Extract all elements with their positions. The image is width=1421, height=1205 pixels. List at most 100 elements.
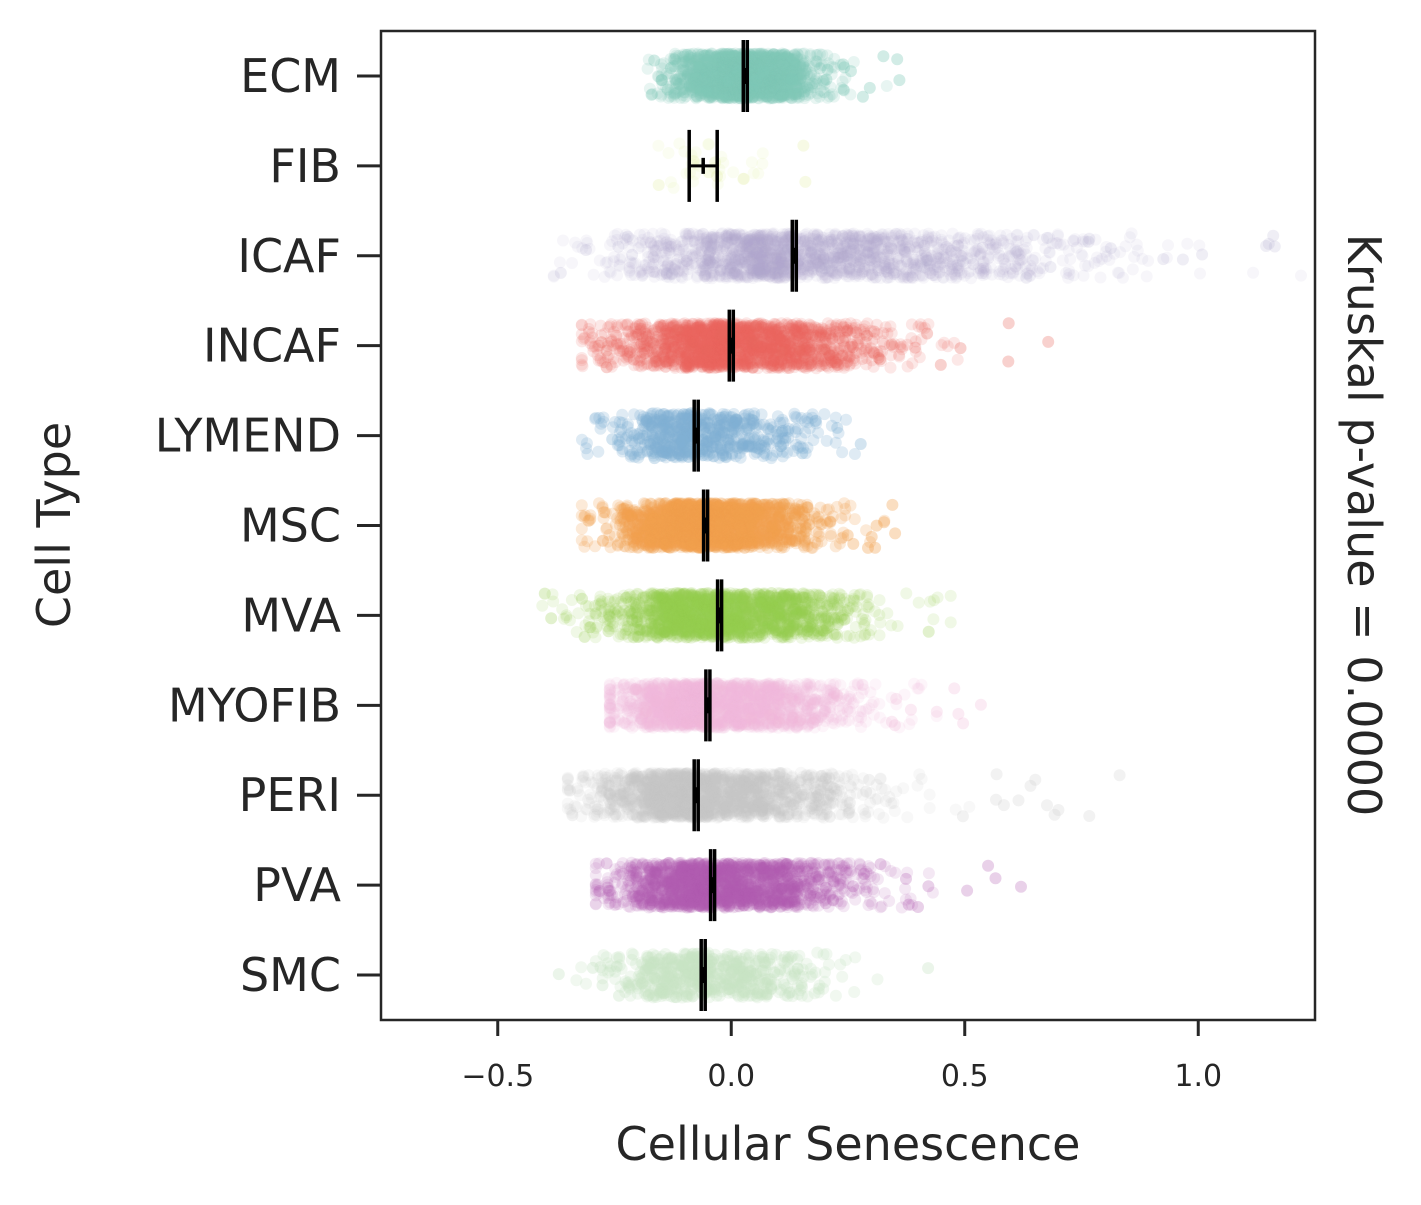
- data-point: [750, 51, 763, 64]
- data-point: [1194, 267, 1206, 280]
- data-point: [681, 68, 694, 81]
- data-point: [790, 88, 802, 100]
- data-point: [773, 55, 786, 68]
- data-point: [799, 81, 811, 94]
- data-point: [651, 70, 664, 83]
- data-point: [668, 91, 681, 104]
- data-point: [1295, 269, 1307, 282]
- data-point: [824, 81, 837, 94]
- data-point: [682, 53, 695, 66]
- outlier-point: [1082, 235, 1095, 248]
- data-point: [818, 78, 831, 90]
- data-point: [968, 246, 981, 259]
- data-point: [782, 69, 795, 82]
- data-point: [691, 77, 704, 90]
- data-point: [553, 256, 566, 269]
- outlier-point: [753, 267, 766, 280]
- data-point: [731, 92, 743, 105]
- data-point: [764, 91, 776, 104]
- data-point: [775, 88, 788, 100]
- data-point: [756, 54, 768, 67]
- data-point: [691, 64, 704, 77]
- data-point: [689, 90, 702, 103]
- data-point: [702, 76, 715, 89]
- data-point: [755, 55, 767, 68]
- data-point: [750, 54, 763, 67]
- data-point: [714, 56, 727, 69]
- data-point: [822, 235, 834, 248]
- data-point: [691, 63, 704, 76]
- data-point: [762, 51, 775, 64]
- data-point: [1247, 266, 1260, 279]
- data-point: [720, 79, 733, 91]
- data-point: [655, 74, 668, 87]
- data-point: [773, 91, 786, 104]
- outlier-point: [554, 266, 567, 279]
- data-point: [775, 49, 788, 62]
- data-point: [729, 74, 742, 87]
- data-point: [1060, 267, 1073, 279]
- data-point: [696, 71, 709, 84]
- data-point: [728, 75, 741, 88]
- data-point: [834, 58, 847, 71]
- data-point: [680, 228, 693, 240]
- strip-ecm: [641, 47, 906, 105]
- data-point: [761, 82, 773, 95]
- outlier-point: [612, 240, 625, 253]
- outlier-point: [1157, 253, 1170, 266]
- data-point: [689, 77, 702, 90]
- data-point: [763, 69, 776, 82]
- data-point: [717, 62, 729, 75]
- data-point: [746, 48, 759, 60]
- data-point: [684, 73, 697, 86]
- data-point: [719, 48, 732, 60]
- data-point: [788, 49, 801, 62]
- data-point: [933, 266, 946, 278]
- data-point: [689, 70, 702, 83]
- outlier-point: [838, 61, 851, 74]
- data-point: [750, 60, 763, 73]
- data-point: [779, 55, 792, 68]
- data-point: [719, 229, 732, 242]
- data-point: [723, 49, 736, 62]
- data-point: [756, 79, 769, 92]
- data-point: [726, 84, 739, 97]
- outlier-point: [1010, 245, 1023, 258]
- data-point: [717, 79, 730, 92]
- data-point: [1077, 269, 1090, 282]
- data-point: [794, 68, 807, 81]
- data-point: [761, 49, 774, 62]
- data-point: [727, 66, 740, 79]
- data-point: [753, 59, 766, 72]
- data-point: [725, 56, 738, 69]
- data-point: [693, 72, 706, 85]
- data-point: [863, 254, 876, 267]
- data-point: [720, 56, 733, 69]
- data-point: [937, 238, 950, 251]
- data-point: [680, 83, 693, 96]
- data-point: [703, 76, 716, 89]
- data-point: [934, 252, 947, 265]
- data-point: [707, 258, 720, 271]
- data-point: [758, 67, 771, 80]
- data-point: [670, 75, 683, 88]
- data-point: [643, 82, 656, 95]
- strip-fib: [652, 137, 812, 194]
- data-point: [715, 84, 728, 97]
- data-point: [757, 51, 770, 63]
- data-point: [764, 80, 777, 93]
- data-point: [686, 63, 699, 76]
- data-point: [787, 68, 800, 81]
- data-point: [730, 266, 743, 279]
- data-point: [784, 75, 797, 88]
- data-point: [758, 90, 771, 103]
- data-point: [756, 70, 769, 83]
- data-point: [680, 254, 693, 267]
- data-point: [731, 75, 744, 88]
- data-point: [752, 85, 765, 98]
- data-point: [716, 79, 729, 92]
- data-point: [722, 78, 735, 90]
- data-points-layer: [536, 47, 1307, 1004]
- data-point: [725, 66, 737, 78]
- data-point: [712, 70, 724, 82]
